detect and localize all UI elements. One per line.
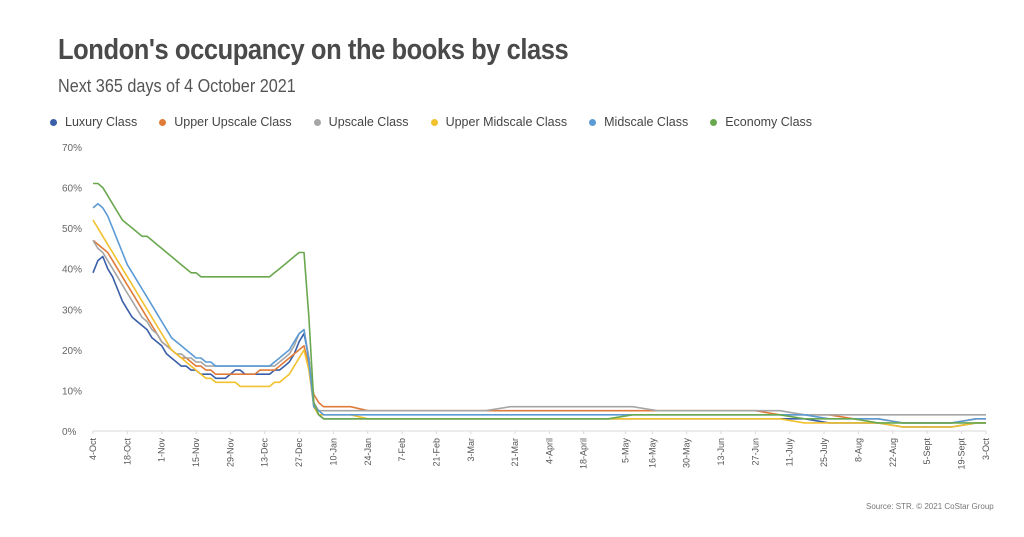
x-tick-label: 11-July <box>785 438 795 467</box>
legend-marker <box>710 118 718 126</box>
x-tick-label: 1-Nov <box>157 438 167 463</box>
source-note: Source: STR. © 2021 CoStar Group <box>866 502 994 511</box>
legend-marker <box>159 118 167 126</box>
y-tick-label: 30% <box>62 305 82 316</box>
x-tick-label: 10-Jan <box>328 438 338 466</box>
x-tick-label: 27-Jun <box>750 438 760 466</box>
y-tick-label: 40% <box>62 265 82 276</box>
legend-item: Upper Upscale Class <box>159 113 292 131</box>
x-tick-label: 15-Nov <box>191 438 201 468</box>
legend-item: Luxury Class <box>50 113 137 131</box>
page-title: London's occupancy on the books by class <box>58 34 569 66</box>
x-tick-label: 5-Sept <box>922 438 932 465</box>
x-tick-label: 3-Mar <box>466 438 476 462</box>
x-tick-label: 13-Jun <box>716 438 726 466</box>
series-line-upper-midscale-class <box>92 219 986 428</box>
x-tick-label: 21-Feb <box>431 438 441 467</box>
x-tick-label: 5-May <box>620 438 630 464</box>
x-tick-label: 22-Aug <box>888 438 898 467</box>
legend-label: Economy Class <box>725 115 813 129</box>
legend-label: Upper Midscale Class <box>445 115 568 129</box>
x-tick-label: 29-Nov <box>225 438 235 468</box>
chart-subtitle: Next 365 days of 4 October 2021 <box>58 76 296 96</box>
legend-label: Upper Upscale Class <box>174 115 292 129</box>
legend-item: Upscale Class <box>313 113 409 131</box>
x-tick-label: 4-April <box>544 438 554 464</box>
legend-label: Midscale Class <box>604 115 689 129</box>
series-line-upper-upscale-class <box>92 239 986 424</box>
legend-marker <box>50 118 57 126</box>
x-tick-label: 30-May <box>682 438 692 469</box>
legend-marker <box>430 118 438 126</box>
series-line-upscale-class <box>92 239 986 416</box>
x-tick-label: 27-Dec <box>294 438 304 468</box>
x-tick-label: 18-April <box>579 438 589 469</box>
x-tick-label: 21-Mar <box>510 438 520 467</box>
y-tick-label: 0% <box>62 427 77 438</box>
x-tick-label: 8-Aug <box>853 438 863 462</box>
series-line-economy-class <box>93 182 986 424</box>
legend-marker <box>589 118 597 126</box>
y-tick-label: 10% <box>62 386 82 397</box>
x-tick-label: 24-Jan <box>363 438 373 466</box>
x-tick-label: 4-Oct <box>88 438 98 461</box>
x-tick-label: 13-Dec <box>260 438 270 468</box>
legend-item: Economy Class <box>710 113 812 131</box>
x-tick-label: 3-Oct <box>981 438 991 461</box>
series-line-luxury-class <box>92 255 986 428</box>
legend-label: Upscale Class <box>328 115 409 129</box>
x-tick-label: 25-July <box>819 438 829 468</box>
legend-item: Midscale Class <box>589 113 688 131</box>
y-tick-label: 70% <box>62 143 82 154</box>
y-tick-label: 60% <box>62 184 82 195</box>
series-line-midscale-class <box>92 203 986 424</box>
legend: Luxury Class Upper Upscale Class Upscale C… <box>50 113 834 131</box>
x-tick-label: 19-Sept <box>956 438 966 470</box>
legend-label: Luxury Class <box>65 115 138 129</box>
legend-marker <box>313 118 321 126</box>
y-tick-label: 20% <box>62 346 82 357</box>
legend-item: Upper Midscale Class <box>430 113 568 131</box>
x-tick-label: 7-Feb <box>397 438 407 462</box>
y-tick-label: 50% <box>62 224 82 235</box>
x-tick-label: 16-May <box>647 438 657 469</box>
x-tick-label: 18-Oct <box>122 438 132 466</box>
